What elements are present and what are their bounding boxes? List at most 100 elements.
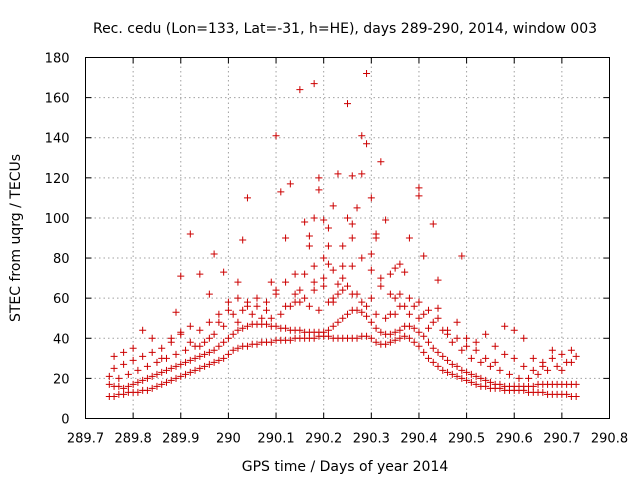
- data-point: [148, 334, 156, 342]
- data-point: [429, 344, 437, 352]
- data-point: [105, 380, 113, 388]
- data-point: [115, 374, 123, 382]
- data-point: [182, 358, 190, 366]
- data-point: [177, 372, 185, 380]
- data-point: [120, 384, 128, 392]
- data-point: [344, 310, 351, 318]
- data-point: [291, 290, 299, 298]
- data-point: [320, 282, 328, 290]
- data-point: [429, 318, 437, 326]
- data-point: [415, 192, 423, 200]
- data-point: [496, 380, 504, 388]
- x-tick-label: 290.6: [496, 432, 533, 447]
- x-tick-label: 290.4: [400, 432, 437, 447]
- data-point: [572, 392, 580, 400]
- data-point: [263, 320, 271, 328]
- data-point: [215, 342, 223, 350]
- data-point: [334, 170, 342, 178]
- data-point: [363, 70, 371, 78]
- data-point: [286, 336, 294, 344]
- data-point: [367, 194, 375, 202]
- data-point: [405, 310, 413, 318]
- data-point: [339, 286, 347, 294]
- data-point: [482, 330, 490, 338]
- data-point: [186, 322, 194, 330]
- data-point: [296, 286, 304, 294]
- y-tick-label: 140: [45, 132, 70, 147]
- data-point: [320, 216, 328, 224]
- data-point: [310, 214, 318, 222]
- data-point: [477, 374, 485, 382]
- data-point: [315, 306, 323, 314]
- data-point: [491, 342, 499, 350]
- data-point: [229, 330, 237, 338]
- data-point: [310, 278, 318, 286]
- data-point: [453, 334, 461, 342]
- data-point: [158, 344, 166, 352]
- data-point: [405, 322, 413, 330]
- data-point: [505, 370, 513, 378]
- data-point: [358, 254, 366, 262]
- data-point: [201, 338, 209, 346]
- data-point: [405, 294, 413, 302]
- data-point: [458, 346, 466, 354]
- data-point: [110, 392, 118, 400]
- data-point: [334, 290, 342, 298]
- data-point: [172, 374, 180, 382]
- data-point: [415, 184, 423, 192]
- x-tick-label: 290.1: [257, 432, 294, 447]
- data-point: [158, 368, 166, 376]
- data-point: [410, 324, 418, 332]
- data-point: [491, 358, 499, 366]
- data-point: [186, 368, 194, 376]
- data-point: [453, 372, 461, 380]
- data-point: [453, 362, 461, 370]
- data-point: [372, 230, 380, 238]
- data-point: [363, 332, 371, 340]
- data-point: [339, 242, 347, 250]
- data-point: [386, 330, 394, 338]
- data-point: [224, 306, 232, 314]
- data-point: [363, 140, 371, 148]
- data-point: [234, 278, 242, 286]
- data-points: [105, 70, 580, 400]
- data-point: [153, 358, 161, 366]
- data-point: [567, 346, 575, 354]
- data-point: [448, 370, 456, 378]
- data-point: [348, 220, 356, 228]
- data-point: [277, 188, 285, 196]
- y-tick-label: 20: [53, 372, 70, 387]
- data-point: [162, 378, 170, 386]
- data-point: [448, 338, 456, 346]
- data-point: [339, 262, 347, 270]
- data-point: [215, 318, 223, 326]
- data-point: [124, 370, 132, 378]
- data-point: [129, 344, 137, 352]
- plot-frame: [85, 57, 610, 419]
- data-point: [329, 202, 337, 210]
- data-point: [162, 366, 170, 374]
- data-point: [434, 362, 442, 370]
- data-point: [182, 370, 190, 378]
- data-point: [348, 262, 356, 270]
- data-point: [501, 350, 509, 358]
- data-point: [420, 310, 428, 318]
- data-point: [234, 294, 242, 302]
- data-point: [301, 218, 309, 226]
- data-point: [120, 348, 128, 356]
- data-point: [515, 374, 523, 382]
- data-point: [115, 382, 123, 390]
- data-point: [420, 332, 428, 340]
- data-point: [429, 358, 437, 366]
- data-point: [329, 266, 337, 274]
- data-point: [415, 328, 423, 336]
- data-point: [305, 302, 313, 310]
- data-point: [120, 360, 128, 368]
- data-point: [110, 352, 118, 360]
- data-point: [267, 278, 275, 286]
- data-point: [401, 332, 409, 340]
- data-point: [305, 242, 313, 250]
- data-point: [458, 374, 466, 382]
- data-point: [367, 334, 375, 342]
